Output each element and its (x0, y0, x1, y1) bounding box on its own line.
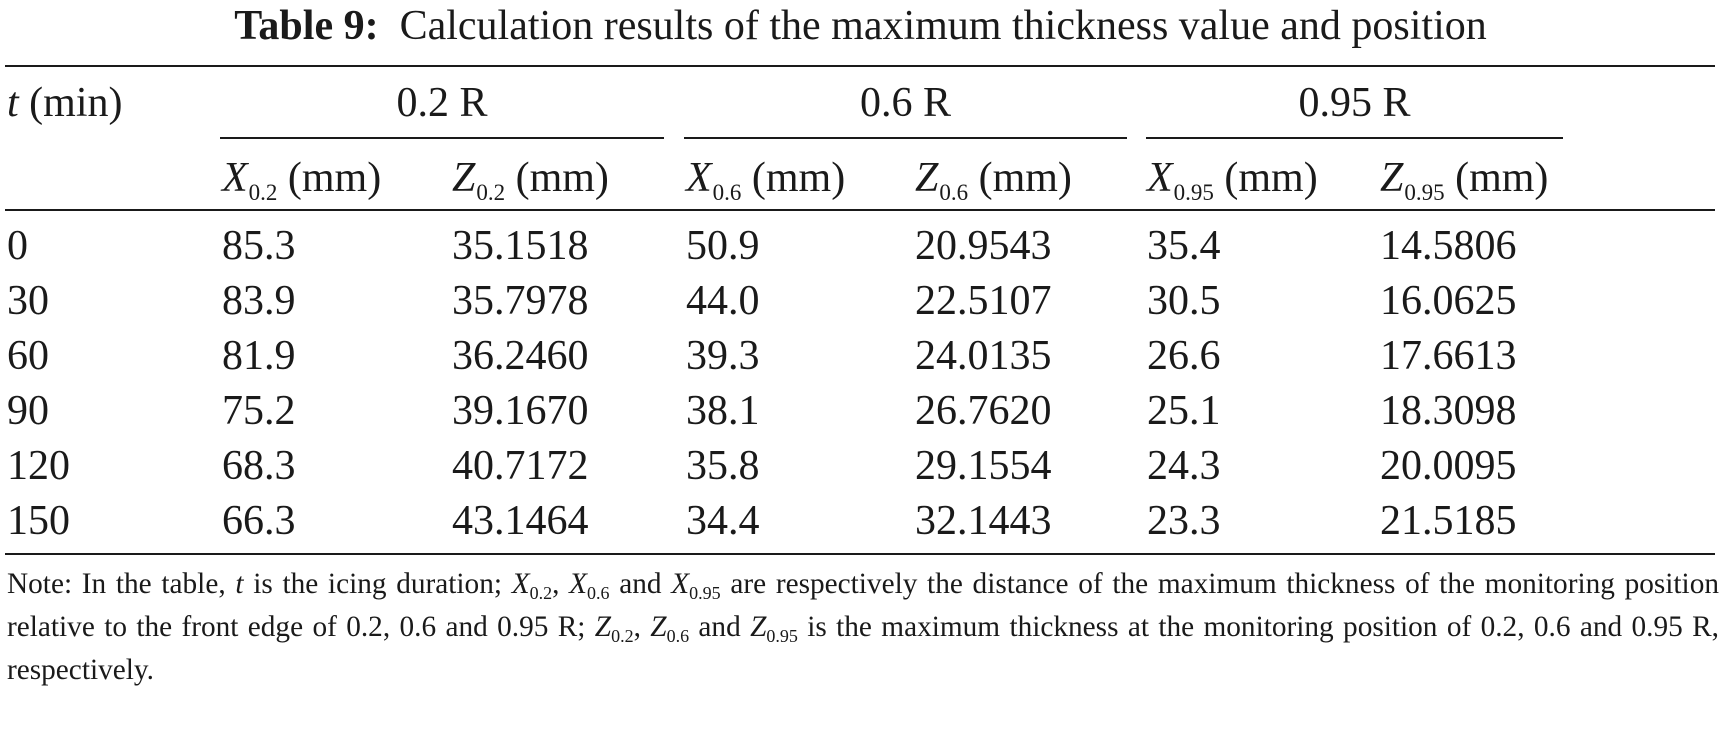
cell-x-0.2: 83.9 (222, 278, 296, 324)
cell-x-0.95: 24.3 (1147, 443, 1221, 489)
cell-x-0.2: 75.2 (222, 388, 296, 434)
cell-x-0.6: 34.4 (686, 498, 760, 544)
col-header-z-0.95: Z0.95 (mm) (1380, 155, 1549, 205)
cell-z-0.95: 18.3098 (1380, 388, 1517, 434)
cell-t: 90 (7, 388, 49, 434)
col-header-x-0.6: X0.6 (mm) (686, 155, 846, 205)
cell-x-0.2: 85.3 (222, 223, 296, 269)
cell-z-0.6: 29.1554 (915, 443, 1052, 489)
group-header-0.6R: 0.6 R (859, 80, 951, 126)
cell-x-0.2: 81.9 (222, 333, 296, 379)
header-rule (5, 209, 1715, 211)
cell-t: 120 (7, 443, 70, 489)
cell-t: 60 (7, 333, 49, 379)
cell-x-0.2: 68.3 (222, 443, 296, 489)
cell-z-0.95: 14.5806 (1380, 223, 1517, 269)
top-rule (5, 65, 1715, 67)
cell-x-0.6: 44.0 (686, 278, 760, 324)
group-header-0.2R: 0.2 R (396, 80, 488, 126)
group-rule-0.6R (684, 137, 1127, 139)
col-header-x-0.2: X0.2 (mm) (222, 155, 382, 205)
caption-label: Table 9: (234, 3, 379, 49)
cell-z-0.95: 16.0625 (1380, 278, 1517, 324)
cell-x-0.95: 25.1 (1147, 388, 1221, 434)
cell-z-0.6: 24.0135 (915, 333, 1052, 379)
cell-x-0.2: 66.3 (222, 498, 296, 544)
table-caption: Table 9: Calculation results of the maxi… (0, 2, 1721, 50)
cell-x-0.95: 30.5 (1147, 278, 1221, 324)
cell-t: 30 (7, 278, 49, 324)
cell-x-0.6: 38.1 (686, 388, 760, 434)
cell-z-0.95: 20.0095 (1380, 443, 1517, 489)
bottom-rule (5, 553, 1715, 555)
col-header-z-0.6: Z0.6 (mm) (915, 155, 1072, 205)
row-header: t (min) (7, 80, 123, 126)
cell-z-0.6: 22.5107 (915, 278, 1052, 324)
cell-t: 0 (7, 223, 28, 269)
caption-text: Calculation results of the maximum thick… (399, 3, 1487, 49)
cell-x-0.6: 50.9 (686, 223, 760, 269)
table-note: Note: In the table, t is the icing durat… (7, 568, 1719, 686)
group-rule-0.95R (1146, 137, 1563, 139)
cell-z-0.95: 21.5185 (1380, 498, 1517, 544)
cell-z-0.2: 39.1670 (452, 388, 589, 434)
cell-z-0.6: 32.1443 (915, 498, 1052, 544)
col-header-z-0.2: Z0.2 (mm) (452, 155, 609, 205)
group-header-0.95R: 0.95 R (1298, 80, 1411, 126)
cell-z-0.6: 20.9543 (915, 223, 1052, 269)
cell-z-0.2: 43.1464 (452, 498, 589, 544)
cell-z-0.6: 26.7620 (915, 388, 1052, 434)
cell-x-0.6: 39.3 (686, 333, 760, 379)
cell-z-0.2: 40.7172 (452, 443, 589, 489)
cell-z-0.2: 35.1518 (452, 223, 589, 269)
cell-x-0.95: 35.4 (1147, 223, 1221, 269)
cell-z-0.2: 35.7978 (452, 278, 589, 324)
group-rule-0.2R (220, 137, 664, 139)
cell-z-0.95: 17.6613 (1380, 333, 1517, 379)
cell-z-0.2: 36.2460 (452, 333, 589, 379)
cell-t: 150 (7, 498, 70, 544)
cell-x-0.95: 23.3 (1147, 498, 1221, 544)
cell-x-0.6: 35.8 (686, 443, 760, 489)
cell-x-0.95: 26.6 (1147, 333, 1221, 379)
col-header-x-0.95: X0.95 (mm) (1147, 155, 1318, 205)
